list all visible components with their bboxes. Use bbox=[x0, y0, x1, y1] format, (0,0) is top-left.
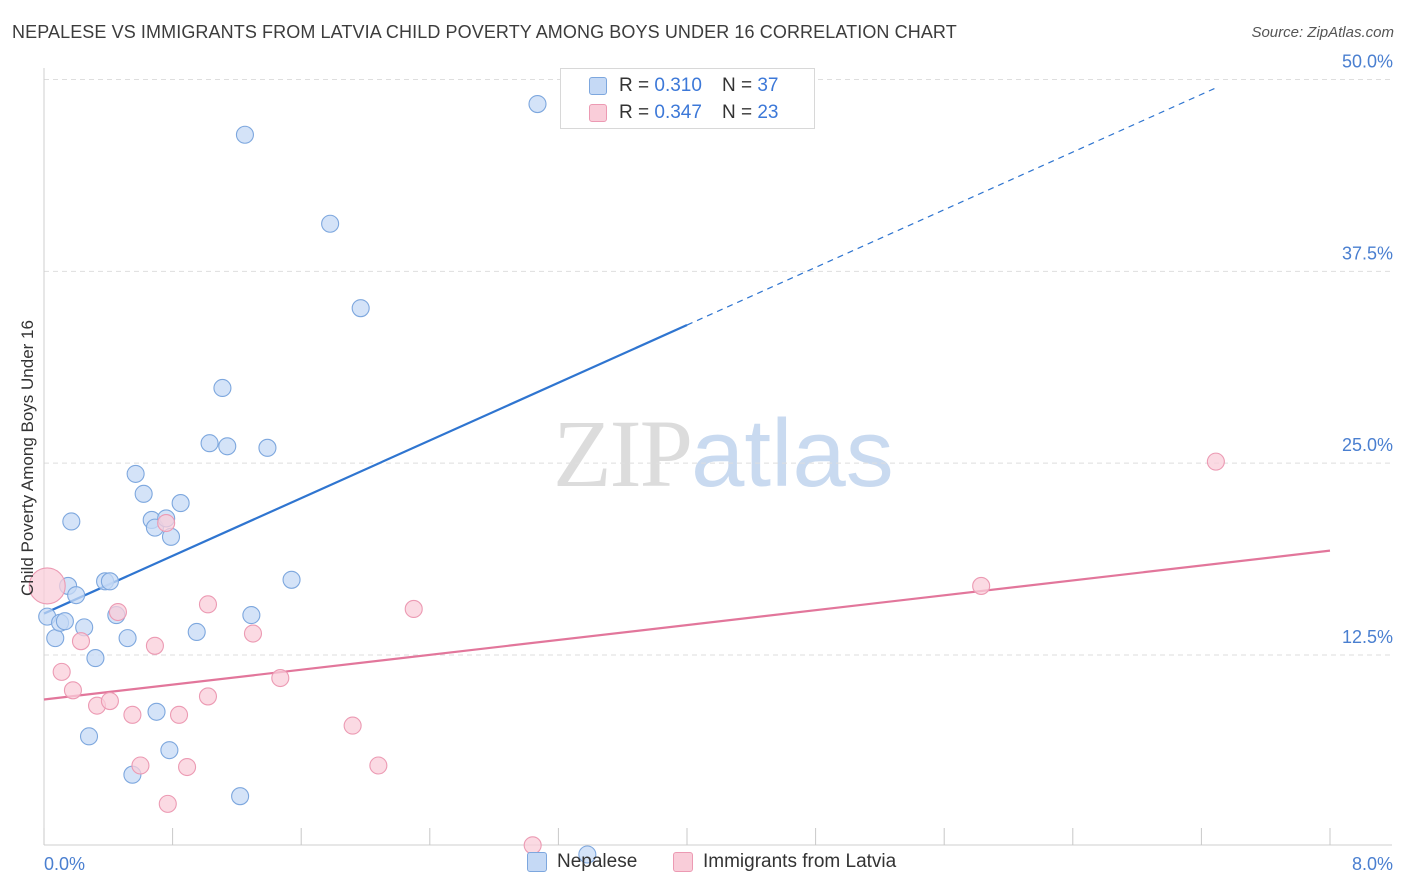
point-nepalese bbox=[218, 437, 237, 456]
trend-line-nepalese-extension bbox=[686, 86, 1218, 326]
point-latvia bbox=[169, 705, 189, 724]
point-latvia bbox=[972, 576, 991, 595]
point-latvia bbox=[404, 599, 423, 619]
y-axis-label: Child Poverty Among Boys Under 16 bbox=[18, 320, 37, 596]
point-nepalese bbox=[242, 606, 261, 625]
point-nepalese bbox=[235, 125, 254, 144]
point-nepalese bbox=[213, 378, 232, 398]
point-latvia bbox=[108, 602, 127, 622]
legend-r-value: 0.310 bbox=[654, 75, 702, 96]
legend-n-label: N = bbox=[721, 102, 753, 123]
point-nepalese bbox=[118, 629, 137, 648]
point-latvia bbox=[28, 567, 66, 605]
point-nepalese bbox=[258, 438, 277, 457]
point-nepalese bbox=[62, 512, 81, 531]
point-latvia bbox=[52, 662, 71, 681]
legend-item-nepalese: Nepalese bbox=[527, 851, 637, 873]
point-nepalese bbox=[100, 572, 119, 591]
x-tick-label: 0.0% bbox=[44, 854, 85, 874]
point-latvia bbox=[100, 691, 119, 711]
point-latvia bbox=[1206, 452, 1225, 471]
point-latvia bbox=[63, 681, 82, 700]
y-tick-label: 50.0% bbox=[1342, 52, 1393, 72]
legend-swatch-latvia bbox=[589, 104, 607, 122]
legend-row-latvia: R = 0.347 N = 23 bbox=[589, 100, 778, 126]
legend-swatch-latvia bbox=[673, 852, 693, 872]
legend-row-nepalese: R = 0.310 N = 37 bbox=[589, 73, 778, 99]
point-latvia bbox=[343, 716, 362, 735]
point-nepalese bbox=[67, 586, 86, 605]
legend-swatch-nepalese bbox=[589, 77, 607, 95]
point-latvia bbox=[123, 705, 142, 724]
point-nepalese bbox=[321, 214, 340, 233]
point-nepalese bbox=[231, 787, 250, 806]
point-latvia bbox=[271, 668, 290, 688]
point-latvia bbox=[178, 757, 197, 777]
point-nepalese bbox=[147, 702, 166, 721]
point-latvia bbox=[158, 794, 177, 813]
point-latvia bbox=[145, 636, 164, 655]
watermark-atlas: atlas bbox=[691, 400, 894, 507]
point-latvia bbox=[243, 624, 263, 643]
watermark-zip: ZIP bbox=[553, 400, 693, 507]
legend-n-value: 37 bbox=[757, 75, 779, 96]
point-latvia bbox=[71, 632, 91, 651]
point-nepalese bbox=[528, 95, 547, 114]
grid bbox=[44, 79, 1392, 656]
point-latvia bbox=[198, 687, 218, 706]
data-points bbox=[28, 95, 1225, 864]
watermark: ZIPatlas bbox=[553, 398, 894, 509]
y-tick-label: 25.0% bbox=[1342, 435, 1393, 455]
x-tick-label: 8.0% bbox=[1352, 854, 1393, 874]
point-nepalese bbox=[86, 649, 105, 668]
point-nepalese bbox=[200, 434, 219, 453]
correlation-legend: R = 0.310 N = 37 R = 0.347 N = 23 bbox=[560, 68, 815, 129]
source-credit: Source: ZipAtlas.com bbox=[1251, 24, 1394, 41]
legend-swatch-nepalese bbox=[527, 852, 547, 872]
y-tick-label: 12.5% bbox=[1342, 627, 1393, 647]
point-latvia bbox=[157, 513, 176, 533]
legend-r-value: 0.347 bbox=[654, 102, 702, 123]
point-nepalese bbox=[134, 484, 153, 503]
point-nepalese bbox=[578, 845, 597, 864]
point-nepalese bbox=[171, 494, 190, 513]
trend-line-latvia bbox=[43, 549, 1331, 701]
legend-item-latvia: Immigrants from Latvia bbox=[673, 851, 896, 873]
axes bbox=[43, 68, 1392, 846]
point-nepalese bbox=[351, 299, 370, 318]
point-nepalese bbox=[46, 629, 65, 648]
trend-lines bbox=[43, 86, 1331, 701]
point-nepalese bbox=[160, 741, 179, 760]
point-latvia bbox=[131, 756, 150, 775]
legend-label-latvia: Immigrants from Latvia bbox=[703, 851, 897, 872]
y-tick-label: 37.5% bbox=[1342, 243, 1393, 263]
point-nepalese bbox=[282, 570, 301, 589]
axis-labels: 12.5% 25.0% 37.5% 50.0% 0.0% 8.0% Child Povert… bbox=[18, 52, 1393, 875]
point-nepalese bbox=[55, 612, 74, 631]
trend-line-nepalese bbox=[43, 324, 688, 615]
point-nepalese bbox=[126, 464, 145, 483]
chart-title: NEPALESE VS IMMIGRANTS FROM LATVIA CHILD… bbox=[12, 22, 957, 42]
point-nepalese bbox=[187, 622, 206, 642]
legend-n-value: 23 bbox=[757, 102, 779, 123]
point-latvia bbox=[198, 595, 218, 614]
point-nepalese bbox=[79, 727, 99, 746]
legend-n-label: N = bbox=[721, 75, 753, 96]
legend-r-label: R = bbox=[619, 75, 650, 96]
legend-r-label: R = bbox=[619, 102, 650, 123]
point-latvia bbox=[369, 756, 388, 775]
legend-label-nepalese: Nepalese bbox=[557, 851, 638, 872]
